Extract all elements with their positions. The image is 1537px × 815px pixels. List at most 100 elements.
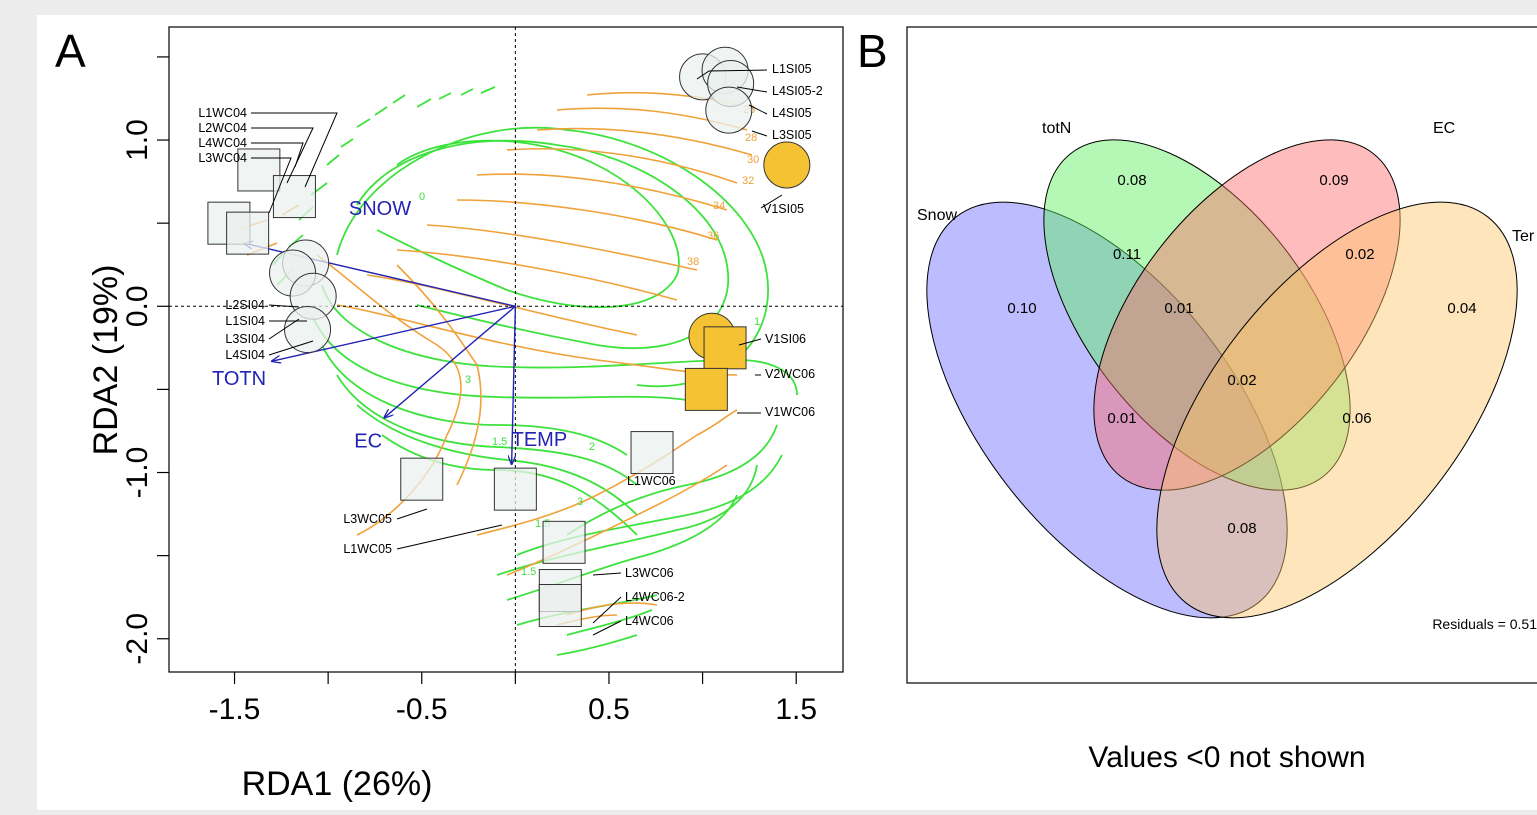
label-leader-line <box>251 157 292 214</box>
vector-label: TOTN <box>212 368 266 390</box>
set-label-snow: Snow <box>917 207 957 224</box>
site-square-marker <box>684 367 728 411</box>
site-label: V1SI05 <box>763 202 804 216</box>
label-leader-line <box>696 69 768 80</box>
contour-label-orange: 36 <box>707 230 719 242</box>
venn-set-labels: Snow totN EC Ter <box>917 120 1535 245</box>
venn-diagram <box>926 139 1518 619</box>
site-square-marker <box>538 584 582 628</box>
vector-arrow <box>512 306 517 464</box>
x-tick-label: 0.5 <box>588 693 630 726</box>
vector-label: TEMP <box>512 429 568 451</box>
label-leader-line <box>268 340 314 356</box>
site-label: L3SI04 <box>225 332 265 346</box>
y-tick-label: -2.0 <box>121 613 154 665</box>
site-square-marker <box>542 520 586 564</box>
venn-caption: Values <0 not shown <box>1088 741 1365 774</box>
label-leader-line <box>751 130 768 137</box>
figure-canvas: A <box>55 25 1537 803</box>
vector-label: EC <box>354 431 382 453</box>
site-label: V2WC06 <box>765 367 815 381</box>
site-label: L1SI04 <box>225 314 265 328</box>
site-circle-marker <box>705 86 753 134</box>
region-value: 0.02 <box>1227 372 1256 389</box>
region-value: 0.08 <box>1117 172 1146 189</box>
label-leader-line <box>760 194 783 209</box>
site-label: L4WC06-2 <box>625 590 685 604</box>
region-value: 0.02 <box>1345 246 1374 263</box>
panel-a-label: A <box>55 25 86 77</box>
label-leader-line <box>251 142 304 168</box>
panel-a-axes: -1.5 -0.5 0.5 1.5 1.0 0.0 -1.0 -2.0 <box>121 26 844 726</box>
plot-frame <box>168 26 844 673</box>
label-leader-line <box>748 104 768 115</box>
figure: A <box>37 15 1537 810</box>
site-square-marker <box>272 175 316 219</box>
site-square-marker <box>703 326 747 370</box>
site-label: L3WC06 <box>625 566 674 580</box>
site-label: L1WC05 <box>343 542 392 556</box>
site-square-marker <box>226 211 270 255</box>
venn-ellipse-ter <box>1156 201 1518 619</box>
x-tick-label: 1.5 <box>775 693 817 726</box>
site-label: L2WC04 <box>198 121 247 135</box>
contour-label-green: 2 <box>589 441 595 453</box>
site-square-marker <box>630 431 674 475</box>
region-value: 0.01 <box>1107 410 1136 427</box>
panel-a: A <box>55 25 844 803</box>
origin-lines <box>169 27 843 672</box>
site-label: L1WC06 <box>627 474 676 488</box>
label-leader-line <box>396 524 503 550</box>
site-label: L3WC05 <box>343 512 392 526</box>
contour-label-green: 0 <box>419 191 425 203</box>
contour-label-orange: 32 <box>742 175 754 187</box>
region-value: 0.06 <box>1342 410 1371 427</box>
site-label: L4SI04 <box>225 348 265 362</box>
environment-vectors: SNOW TOTN EC TEMP <box>212 198 567 464</box>
x-tick-label: -0.5 <box>396 693 448 726</box>
region-value: 0.04 <box>1447 300 1476 317</box>
label-leader-line <box>592 596 622 624</box>
region-value: 0.01 <box>1164 300 1193 317</box>
venn-frame <box>906 26 1537 684</box>
y-axis-title: RDA2 (19%) <box>87 265 125 456</box>
site-label: L4SI05 <box>772 106 812 120</box>
contour-label-orange: 34 <box>713 200 725 212</box>
y-tick-label: 0.0 <box>121 285 154 327</box>
y-tick-label: 1.0 <box>121 119 154 161</box>
site-square-marker <box>400 457 444 501</box>
contour-label-orange: 30 <box>747 154 759 166</box>
panel-b: B Snow totN EC Ter 0.10 0.08 0.09 0.04 0… <box>857 25 1537 774</box>
label-leader-line <box>268 318 300 340</box>
site-label: L1WC04 <box>198 106 247 120</box>
y-tick-label: -1.0 <box>121 447 154 499</box>
site-square-marker <box>237 148 281 192</box>
venn-region-values: 0.10 0.08 0.09 0.04 0.11 0.02 0.01 0.02 … <box>1007 172 1476 537</box>
contour-label-green: 3 <box>465 374 471 386</box>
site-label: L4WC06 <box>625 614 674 628</box>
site-square-marker <box>493 467 537 511</box>
contour-label-green: 1 <box>754 316 760 328</box>
site-label: L4SI05-2 <box>772 84 823 98</box>
vector-label: SNOW <box>349 198 411 220</box>
region-value: 0.10 <box>1007 300 1036 317</box>
site-circle-marker <box>284 306 332 354</box>
region-value: 0.09 <box>1319 172 1348 189</box>
site-circle-marker <box>763 141 811 189</box>
x-axis-title: RDA1 (26%) <box>242 765 433 803</box>
site-label: V1SI06 <box>765 332 806 346</box>
panel-b-label: B <box>857 25 888 77</box>
contour-label-green: 3 <box>577 496 583 508</box>
site-label: L1SI05 <box>772 62 812 76</box>
set-label-ter: Ter <box>1512 228 1535 245</box>
site-markers <box>207 46 811 628</box>
label-leader-line <box>738 338 762 346</box>
residuals-label: Residuals = 0.51 <box>1432 616 1537 632</box>
contour-label-green: 1.5 <box>492 436 507 448</box>
site-label: L2SI04 <box>225 298 265 312</box>
region-value: 0.11 <box>1113 246 1141 263</box>
label-leader-line <box>396 508 428 520</box>
contour-label-orange: 28 <box>745 132 757 144</box>
label-leader-line <box>268 304 300 308</box>
label-leader-line <box>592 572 622 576</box>
